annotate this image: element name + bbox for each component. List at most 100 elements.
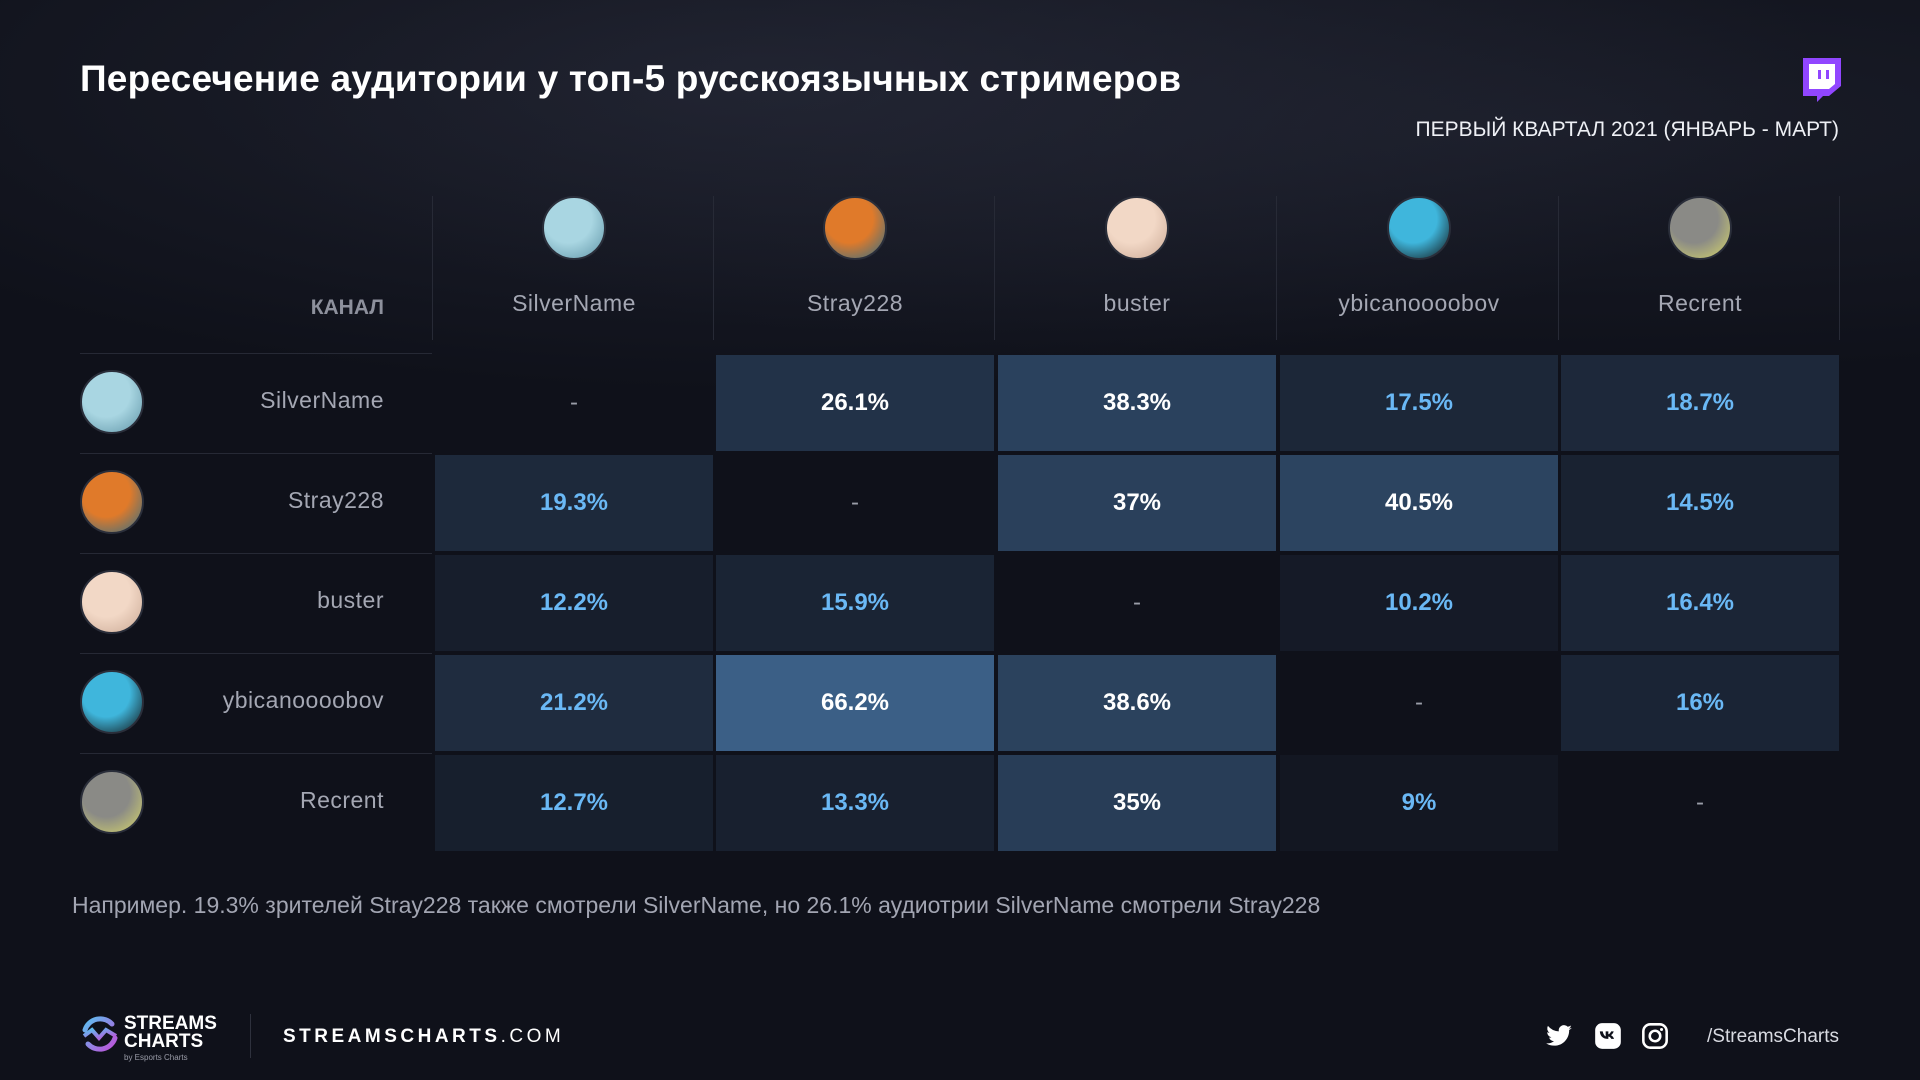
cell-value: -: [1696, 789, 1704, 816]
heatmap-cell: 38.6%: [998, 655, 1276, 751]
row-header: Recrent: [80, 753, 432, 850]
heatmap-cell: 12.7%: [435, 755, 713, 851]
cell-value: 18.7%: [1665, 389, 1735, 416]
cell-value: 12.7%: [539, 789, 609, 816]
cell-value: 16%: [1675, 689, 1725, 716]
row-header-label: Recrent: [299, 787, 384, 813]
heatmap-cell: 12.2%: [435, 555, 713, 651]
heatmap-cell: 66.2%: [716, 655, 994, 751]
streamer-avatar: [80, 670, 144, 734]
column-header: SilverName: [434, 196, 714, 317]
streamer-avatar: [542, 196, 606, 260]
streamer-avatar: [80, 370, 144, 434]
heatmap-cell: 16.4%: [1561, 555, 1839, 651]
column-divider: [432, 196, 433, 340]
heatmap-cell: 17.5%: [1280, 355, 1558, 451]
cell-value: 9%: [1401, 789, 1437, 816]
column-divider: [1276, 196, 1277, 340]
heatmap-cell: -: [716, 455, 994, 551]
streamer-avatar: [80, 770, 144, 834]
column-header: Recrent: [1560, 196, 1840, 317]
background-photo: [0, 0, 1920, 420]
streamer-avatar: [823, 196, 887, 260]
cell-value: 14.5%: [1665, 489, 1735, 516]
streamer-avatar: [1668, 196, 1732, 260]
row-header: SilverName: [80, 353, 432, 450]
row-header-label: ybicanoooobov: [222, 687, 384, 713]
streamer-avatar: [80, 570, 144, 634]
heatmap-cell: -: [998, 555, 1276, 651]
cell-value: -: [570, 389, 578, 416]
logo-byline: by Esports Charts: [124, 1053, 188, 1062]
row-header: buster: [80, 553, 432, 650]
cell-value: 26.1%: [820, 389, 890, 416]
instagram-icon[interactable]: [1641, 1022, 1669, 1050]
cell-value: 21.2%: [539, 689, 609, 716]
twitch-icon: [1803, 58, 1841, 102]
footnote: Например. 19.3% зрителей Stray228 также …: [72, 892, 1321, 918]
cell-value: 15.9%: [820, 589, 890, 616]
column-header-label: Stray228: [806, 290, 904, 316]
logo-wordmark: STREAMS CHARTS: [124, 1013, 217, 1052]
column-divider: [1558, 196, 1559, 340]
streams-charts-logo-icon: [82, 1016, 118, 1052]
heatmap-cell: -: [435, 355, 713, 451]
column-divider: [713, 196, 714, 340]
period-subtitle: ПЕРВЫЙ КВАРТАЛ 2021 (ЯНВАРЬ - МАРТ): [1415, 118, 1840, 141]
column-header: Stray228: [715, 196, 995, 317]
heatmap-cell: -: [1280, 655, 1558, 751]
heatmap-cell: 14.5%: [1561, 455, 1839, 551]
heatmap-cell: 13.3%: [716, 755, 994, 851]
column-header: buster: [997, 196, 1277, 317]
column-header-label: SilverName: [512, 290, 636, 316]
streamer-avatar: [1105, 196, 1169, 260]
cell-value: -: [851, 489, 859, 516]
page-title: Пересечение аудитории у топ-5 русскоязыч…: [80, 58, 1182, 99]
column-divider: [1839, 196, 1840, 340]
cell-value: 13.3%: [820, 789, 890, 816]
streamer-avatar: [1387, 196, 1451, 260]
column-header-label: buster: [1103, 290, 1171, 316]
heatmap-cell: 21.2%: [435, 655, 713, 751]
row-header-label: buster: [317, 587, 384, 613]
cell-value: 38.3%: [1102, 389, 1172, 416]
streamer-avatar: [80, 470, 144, 534]
heatmap-cell: 35%: [998, 755, 1276, 851]
cell-value: 19.3%: [539, 489, 609, 516]
heatmap-cell: 38.3%: [998, 355, 1276, 451]
site-link[interactable]: STREAMSCHARTS.COM: [283, 1026, 564, 1048]
cell-value: 35%: [1112, 789, 1162, 816]
heatmap-cell: 37%: [998, 455, 1276, 551]
heatmap-cell: 18.7%: [1561, 355, 1839, 451]
footer-divider: [250, 1014, 251, 1058]
heatmap-cell: 16%: [1561, 655, 1839, 751]
cell-value: 38.6%: [1102, 689, 1172, 716]
cell-value: 12.2%: [539, 589, 609, 616]
heatmap-cell: 15.9%: [716, 555, 994, 651]
cell-value: 37%: [1112, 489, 1162, 516]
heatmap-cell: 40.5%: [1280, 455, 1558, 551]
heatmap-cell: 10.2%: [1280, 555, 1558, 651]
heatmap-cell: 9%: [1280, 755, 1558, 851]
cell-value: 10.2%: [1384, 589, 1454, 616]
cell-value: -: [1415, 689, 1423, 716]
social-handle[interactable]: /StreamsCharts: [1707, 1026, 1839, 1047]
heatmap-cell: -: [1561, 755, 1839, 851]
vk-icon[interactable]: [1594, 1022, 1622, 1050]
row-header-label: КАНАЛ: [310, 296, 384, 319]
cell-value: 40.5%: [1384, 489, 1454, 516]
row-header: ybicanoooobov: [80, 653, 432, 750]
row-header-label: SilverName: [260, 387, 384, 413]
column-divider: [994, 196, 995, 340]
site-rest: .COM: [500, 1026, 565, 1047]
cell-value: 16.4%: [1665, 589, 1735, 616]
twitter-icon[interactable]: [1545, 1022, 1573, 1050]
column-header: ybicanoooobov: [1279, 196, 1559, 317]
logo-line2: CHARTS: [124, 1031, 204, 1052]
cell-value: 66.2%: [820, 689, 890, 716]
row-header: Stray228: [80, 453, 432, 550]
site-bold: STREAMSCHARTS: [283, 1026, 501, 1047]
logo-line1: STREAMS: [124, 1013, 217, 1034]
row-header-label: Stray228: [287, 487, 384, 513]
cell-value: 17.5%: [1384, 389, 1454, 416]
